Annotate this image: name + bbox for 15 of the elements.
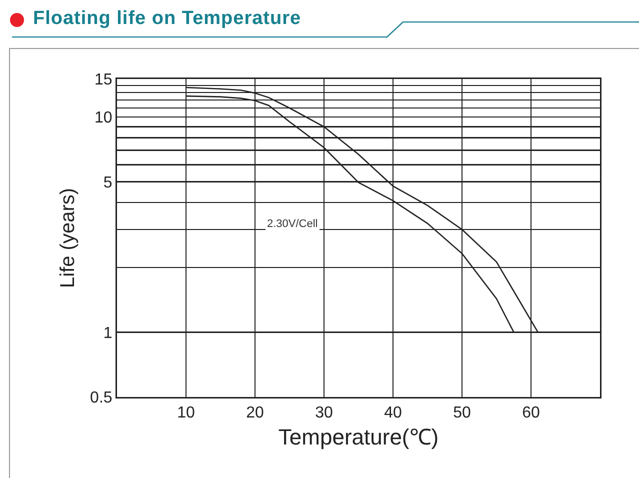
x-tick-label: 60	[522, 404, 540, 422]
y-tick-label: 10	[94, 110, 112, 127]
y-tick-label: 1	[103, 324, 112, 342]
chart-title: Floating life on Temperature	[33, 8, 302, 30]
annotation: 2.30V/Cell	[267, 218, 318, 230]
x-tick-label: 50	[453, 404, 471, 422]
y-tick-label: 5	[103, 174, 112, 192]
x-axis-title: Temperature(℃)	[278, 424, 439, 450]
y-tick-label: 15	[94, 72, 112, 89]
x-tick-label: 20	[246, 404, 264, 422]
x-tick-label: 40	[384, 404, 402, 422]
x-tick-label: 10	[177, 404, 195, 422]
y-tick-label: 0.5	[90, 390, 112, 407]
y-axis-title: Life (years)	[56, 188, 79, 288]
x-tick-label: 30	[315, 404, 333, 422]
